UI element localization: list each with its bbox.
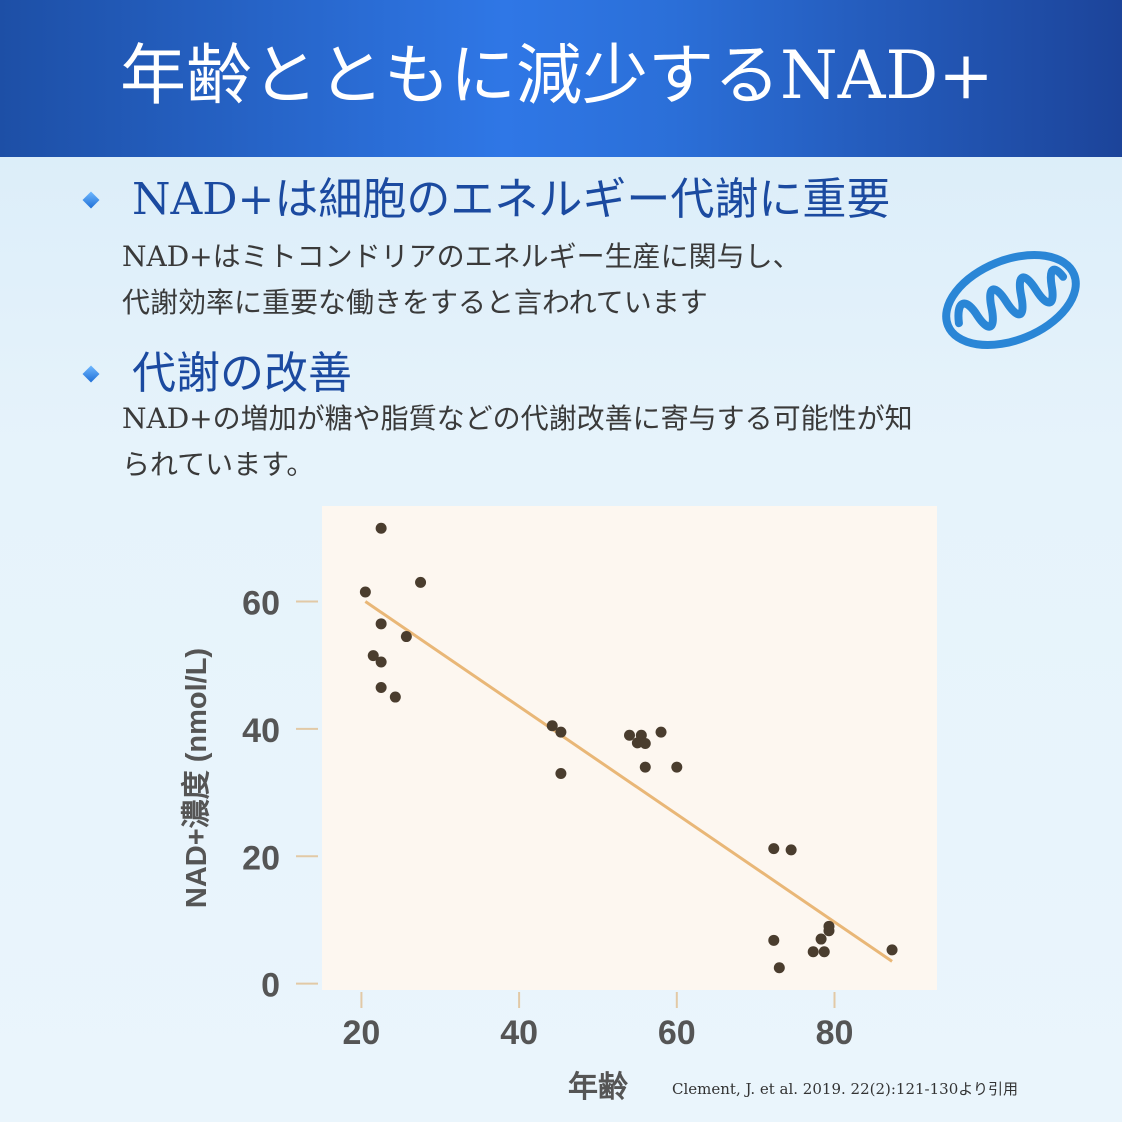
section-text-energy-line1: NAD+はミトコンドリアのエネルギー生産に関与し、 xyxy=(122,240,801,273)
data-point xyxy=(375,522,387,534)
x-tick-label: 60 xyxy=(658,1014,696,1052)
citation: Clement, J. et al. 2019. 22(2):121-130より… xyxy=(672,1080,1018,1098)
data-point xyxy=(375,656,387,668)
data-point xyxy=(671,761,683,773)
section-text-metabolism-line2: られています。 xyxy=(122,448,315,481)
data-point xyxy=(415,576,427,588)
data-point xyxy=(823,920,835,932)
data-point xyxy=(375,682,387,693)
x-tick-label: 40 xyxy=(500,1014,538,1052)
data-point xyxy=(815,933,827,945)
data-point xyxy=(768,843,780,855)
y-tick-label: 20 xyxy=(242,839,280,877)
data-point xyxy=(367,650,379,662)
data-point xyxy=(785,844,797,856)
y-tick-label: 0 xyxy=(261,967,280,1005)
data-point xyxy=(655,726,667,738)
data-point xyxy=(624,729,635,741)
y-axis-label: NAD+濃度 (nmol/L) xyxy=(180,648,213,908)
data-point xyxy=(768,934,780,946)
title-banner: 年齢とともに減少するNAD+ xyxy=(0,0,1122,157)
section-text-metabolism-line1: NAD+の増加が糖や脂質などの代謝改善に寄与する可能性が知 xyxy=(122,402,913,435)
plot-background xyxy=(322,506,937,990)
data-points xyxy=(359,522,898,974)
data-point xyxy=(546,720,558,732)
x-tick-label: 80 xyxy=(816,1014,854,1052)
section-heading-energy: NAD+は細胞のエネルギー代謝に重要 xyxy=(132,174,891,225)
y-axis: 0 20 40 60 xyxy=(242,585,318,1005)
data-point xyxy=(635,729,647,741)
data-point xyxy=(400,631,412,643)
data-point xyxy=(555,767,567,779)
data-point xyxy=(773,962,785,974)
data-point xyxy=(818,946,830,958)
x-tick-label: 20 xyxy=(343,1014,381,1052)
mitochondria-icon xyxy=(942,251,1080,349)
x-axis-label: 年齢 xyxy=(568,1070,628,1104)
data-point xyxy=(886,944,898,956)
data-point xyxy=(375,618,387,630)
data-point xyxy=(359,586,371,598)
data-point xyxy=(807,946,819,958)
x-axis: 20 40 60 80 xyxy=(343,992,854,1052)
data-point xyxy=(639,738,651,750)
section-heading-metabolism: 代謝の改善 xyxy=(132,348,352,399)
data-point xyxy=(639,761,651,773)
page-title: 年齢とともに減少するNAD+ xyxy=(120,37,994,114)
y-tick-label: 60 xyxy=(242,585,280,623)
data-point xyxy=(555,726,567,738)
y-tick-label: 40 xyxy=(242,712,280,750)
data-point xyxy=(389,691,401,703)
section-text-energy-line2: 代謝効率に重要な働きをすると言われています xyxy=(122,286,708,319)
trend-line xyxy=(364,600,893,963)
